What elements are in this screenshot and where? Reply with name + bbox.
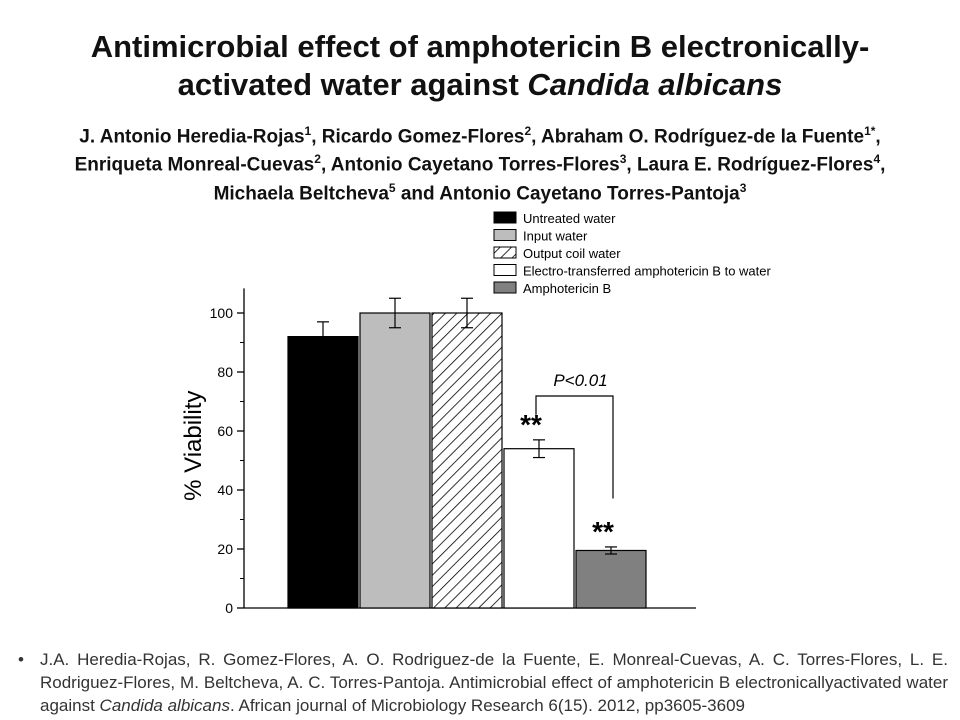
author-name: , [880, 154, 886, 176]
legend-label: Output coil water [523, 246, 621, 261]
author-name: Michaela Beltcheva [213, 182, 389, 204]
author-name: J. Antonio Heredia-Rojas [79, 126, 305, 148]
title-line-1: Antimicrobial effect of amphotericin B e… [90, 29, 870, 64]
author-affiliation: 3 [739, 180, 747, 195]
bar [503, 448, 575, 609]
author-line-3: Michaela Beltcheva5 and Antonio Cayetano… [40, 177, 920, 205]
y-tick-label: 40 [217, 482, 233, 498]
comparison-bracket [535, 395, 614, 499]
author-affiliation: 1 [304, 124, 312, 138]
reference-citation: • J.A. Heredia-Rojas, R. Gomez-Flores, A… [18, 648, 948, 717]
author-affiliation: 1* [864, 124, 876, 138]
citation-text: J.A. Heredia-Rojas, R. Gomez-Flores, A. … [40, 648, 948, 717]
y-tick-label: 100 [210, 305, 234, 321]
author-line-2: Enriqueta Monreal-Cuevas2, Antonio Cayet… [40, 148, 920, 176]
legend-swatch [493, 264, 517, 276]
citation-text-end: . African journal of Microbiology Resear… [229, 696, 745, 715]
author-line-1: J. Antonio Heredia-Rojas1, Ricardo Gomez… [40, 120, 920, 148]
legend-label: Electro-transferred amphotericin B to wa… [523, 264, 771, 279]
legend-swatch [493, 281, 517, 294]
author-affiliation: 4 [873, 152, 881, 167]
legend-label: Untreated water [523, 211, 616, 226]
title-line-2-text: activated water against [177, 67, 528, 102]
author-affiliation: 2 [314, 152, 321, 167]
chart-bars [287, 297, 647, 609]
citation-text-main: J.A. Heredia-Rojas, R. Gomez-Flores, A. … [40, 650, 948, 715]
chart-axes: 0 20 40 60 80 100 % Viability [180, 288, 696, 616]
y-axis-label: % Viability [180, 391, 207, 501]
slide-title: Antimicrobial effect of amphotericin B e… [40, 28, 920, 104]
author-name: , Abraham O. Rodríguez-de la Fuente [531, 126, 865, 148]
chart-legend: Untreated water Input water Output coil wa… [493, 211, 771, 296]
author-name: and Antonio Cayetano Torres-Pantoja [395, 182, 740, 204]
author-name: , Ricardo Gomez-Flores [311, 126, 525, 148]
bar [575, 549, 647, 609]
title-line-2: activated water against Candida albicans [40, 66, 920, 104]
y-tick-label: 60 [217, 423, 233, 439]
legend-label: Input water [523, 229, 588, 244]
author-affiliation: 2 [524, 124, 532, 138]
legend-swatch [493, 211, 517, 224]
bullet-icon: • [18, 650, 24, 669]
bar [287, 336, 359, 609]
author-name: , Laura E. Rodríguez-Flores [626, 154, 874, 176]
bar [431, 312, 503, 609]
significance-mark: ** [592, 516, 614, 547]
author-list: J. Antonio Heredia-Rojas1, Ricardo Gomez… [40, 120, 920, 205]
author-affiliation: 5 [388, 180, 396, 195]
legend-label: Amphotericin B [523, 281, 611, 296]
significance-mark: ** [520, 409, 542, 440]
author-name: , [875, 126, 881, 148]
p-value-label: P<0.01 [553, 371, 607, 390]
title-organism: Candida albicans [527, 67, 783, 102]
legend-swatch [493, 246, 517, 259]
citation-organism: Candida albicans [99, 696, 230, 715]
author-affiliation: 3 [619, 152, 627, 167]
author-name: Enriqueta Monreal-Cuevas [74, 154, 315, 176]
bar [359, 312, 431, 609]
author-name: , Antonio Cayetano Torres-Flores [320, 154, 620, 176]
y-tick-label: 20 [217, 541, 233, 557]
chart-annotations: ** ** P<0.01 [520, 371, 614, 547]
legend-swatch [493, 229, 517, 241]
y-tick-label: 80 [217, 364, 233, 380]
y-tick-label: 0 [225, 600, 233, 616]
